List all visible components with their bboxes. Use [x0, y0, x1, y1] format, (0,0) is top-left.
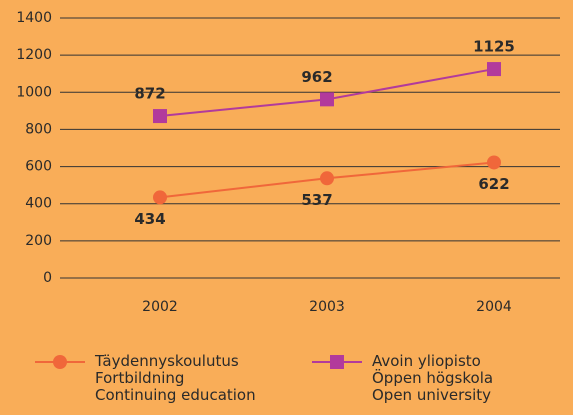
y-tick-label: 200 [25, 233, 52, 249]
point [487, 155, 501, 170]
value-label: 1125 [473, 38, 515, 56]
y-tick-label: 600 [25, 159, 52, 175]
y-tick-label: 400 [25, 196, 52, 212]
point [320, 171, 334, 186]
legend-label: Avoin yliopisto Öppen högskola Open univ… [372, 352, 494, 404]
legend-label: Täydennyskoulutus Fortbildning Continuin… [95, 352, 256, 404]
point [320, 92, 334, 107]
legend-marker [53, 355, 67, 369]
y-tick-label: 800 [25, 121, 52, 137]
x-tick-label: 2002 [142, 299, 178, 315]
value-label: 622 [478, 175, 509, 193]
value-label: 434 [134, 210, 165, 228]
legend-marker [330, 355, 344, 369]
y-tick-label: 1400 [16, 10, 52, 26]
y-tick-label: 1200 [16, 47, 52, 63]
point [153, 190, 167, 205]
y-tick-label: 1000 [16, 84, 52, 100]
point [153, 109, 167, 124]
value-label: 872 [134, 85, 165, 103]
x-tick-label: 2004 [476, 299, 512, 315]
y-tick-label: 0 [43, 270, 52, 286]
value-label: 537 [301, 191, 332, 209]
value-label: 962 [301, 68, 332, 86]
point [487, 62, 501, 77]
x-tick-label: 2003 [309, 299, 345, 315]
